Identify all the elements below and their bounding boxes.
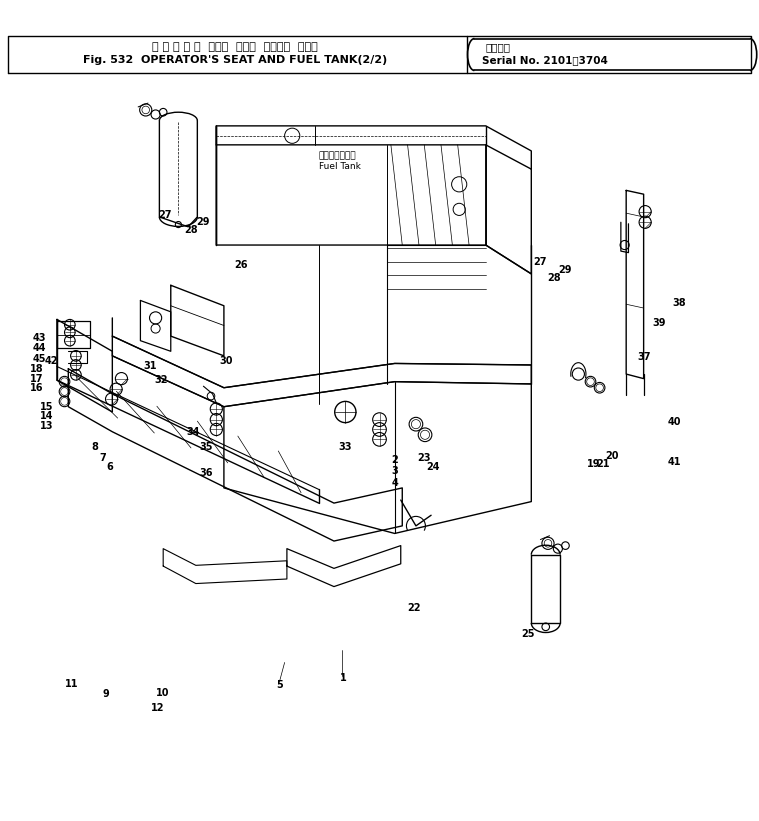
Text: 41: 41 [667, 457, 681, 467]
Text: 32: 32 [154, 375, 168, 385]
Text: 1: 1 [340, 672, 346, 683]
Text: 26: 26 [235, 259, 248, 270]
Text: 19: 19 [587, 459, 600, 469]
Text: 適用号機: 適用号機 [486, 42, 511, 52]
Text: オ ペ レ ー タ  シート  および  フェエル  タンク: オ ペ レ ー タ シート および フェエル タンク [153, 42, 318, 52]
Text: 17: 17 [30, 374, 43, 383]
Text: 9: 9 [103, 690, 109, 699]
Text: 3: 3 [392, 466, 398, 476]
Text: 6: 6 [107, 462, 113, 472]
Text: 10: 10 [156, 688, 170, 698]
Text: 20: 20 [605, 451, 619, 461]
Text: 23: 23 [417, 452, 430, 462]
Text: 37: 37 [637, 352, 650, 362]
Text: 7: 7 [99, 452, 106, 462]
Text: 2: 2 [392, 455, 398, 465]
Text: 38: 38 [672, 298, 686, 308]
Text: 29: 29 [197, 218, 210, 227]
Text: Serial No. 2101～3704: Serial No. 2101～3704 [482, 55, 608, 65]
Text: 4: 4 [392, 478, 398, 488]
Text: Fuel Tank: Fuel Tank [319, 162, 361, 171]
Text: 33: 33 [339, 442, 352, 452]
Text: Fig. 532  OPERATOR'S SEAT AND FUEL TANK(2/2): Fig. 532 OPERATOR'S SEAT AND FUEL TANK(2… [83, 55, 387, 65]
Text: 28: 28 [184, 225, 198, 235]
Text: 11: 11 [65, 679, 79, 689]
Text: 24: 24 [426, 462, 439, 472]
Text: 43: 43 [33, 333, 46, 343]
Text: 25: 25 [521, 630, 534, 640]
Text: 44: 44 [33, 343, 46, 353]
Text: 21: 21 [596, 459, 609, 469]
Text: 8: 8 [91, 442, 99, 452]
Text: 13: 13 [40, 420, 54, 431]
Text: 35: 35 [200, 442, 213, 452]
Text: フェエルタンク: フェエルタンク [319, 152, 357, 161]
Text: 27: 27 [159, 209, 172, 220]
Text: 15: 15 [40, 401, 54, 411]
Text: 22: 22 [407, 603, 420, 612]
Text: 40: 40 [667, 417, 681, 427]
Text: 27: 27 [534, 258, 547, 268]
Text: 45: 45 [33, 354, 46, 364]
Text: 34: 34 [187, 427, 200, 437]
Text: 28: 28 [547, 273, 561, 282]
Text: 18: 18 [30, 364, 43, 374]
Text: 14: 14 [40, 410, 54, 421]
Text: 42: 42 [45, 356, 58, 366]
Text: 36: 36 [200, 468, 213, 478]
Text: 12: 12 [151, 703, 165, 713]
Text: 29: 29 [559, 265, 572, 275]
Text: 5: 5 [276, 681, 282, 690]
Text: 31: 31 [143, 361, 157, 371]
Text: 16: 16 [30, 383, 43, 392]
Text: 30: 30 [219, 356, 233, 366]
Text: 39: 39 [652, 319, 666, 328]
